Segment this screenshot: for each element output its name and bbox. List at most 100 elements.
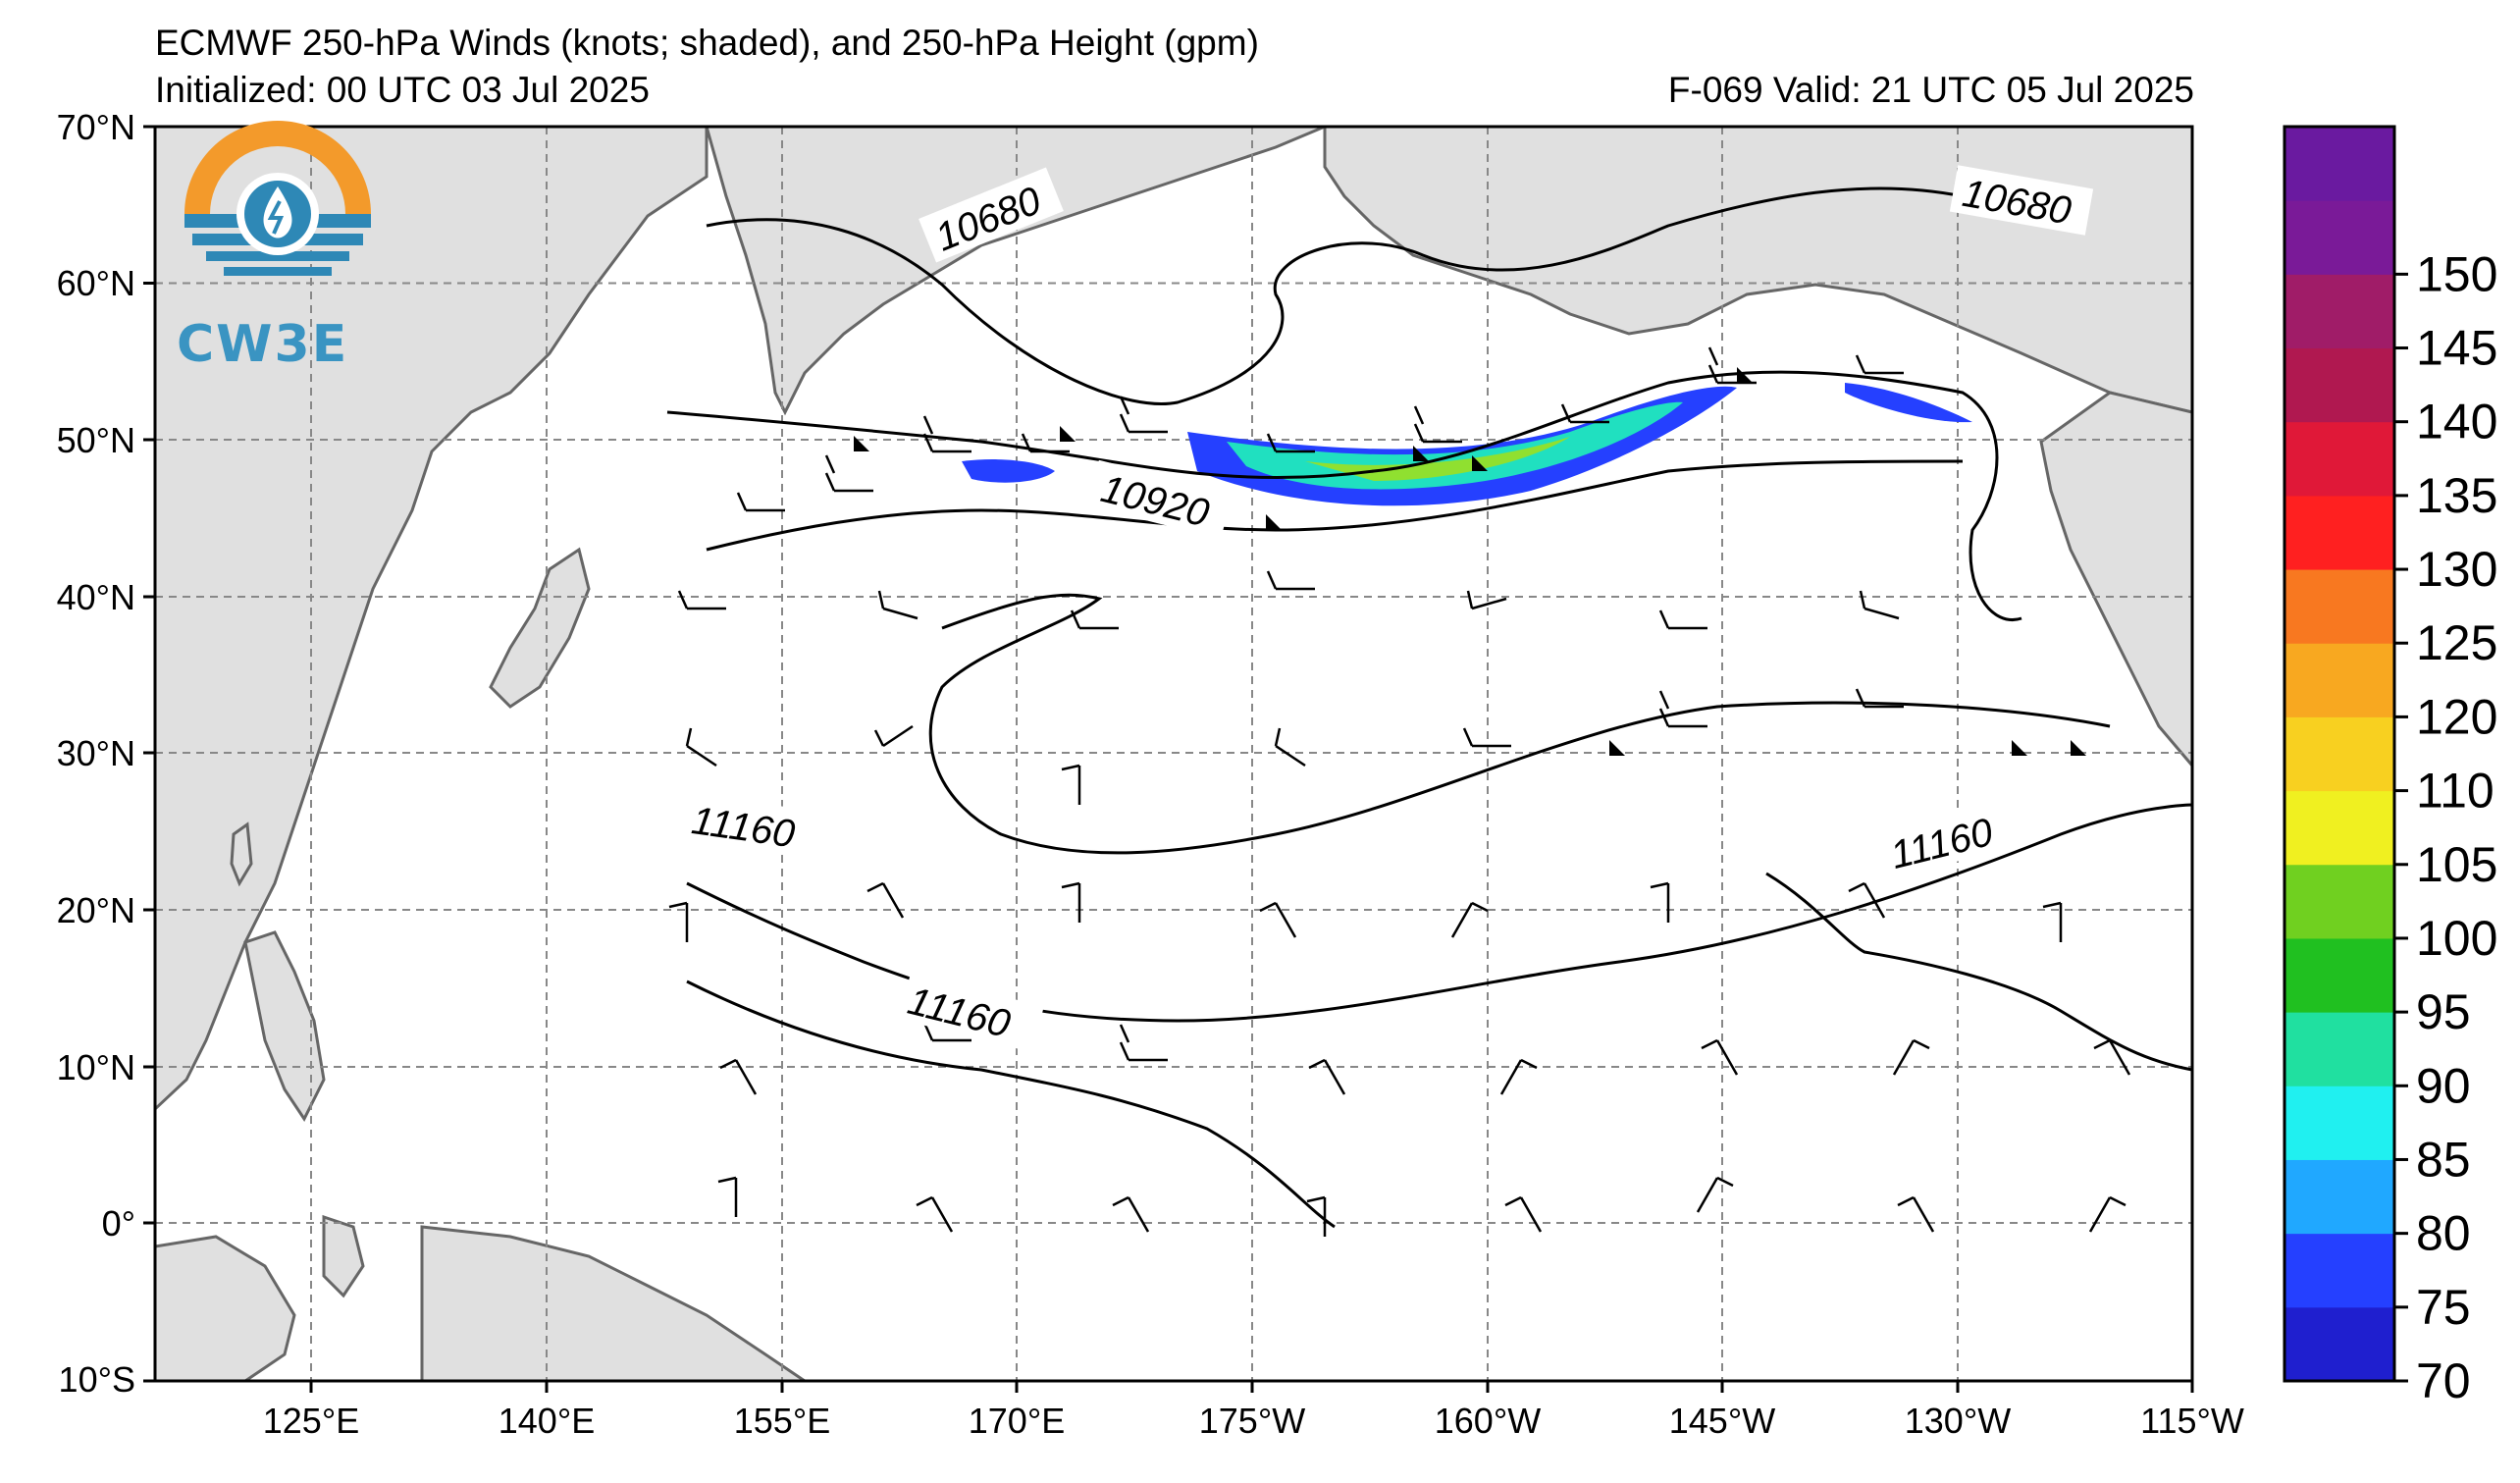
init-time: Initialized: 00 UTC 03 Jul 2025 [155,70,650,110]
lat-label: 60°N [57,263,135,303]
wind-barb [1701,1038,1739,1076]
colorbar-tick-label: 90 [2416,1058,2471,1113]
wind-barb [1859,590,1900,620]
wind-barb [1658,609,1707,630]
wind-pennant [1060,426,1076,442]
japan-land [489,547,591,709]
jet-speck-east [1845,383,1972,423]
contour-10920 [706,459,1964,552]
contour-10800 [666,370,2022,621]
colorbar-tick-label: 105 [2416,837,2497,892]
wind-barb [1848,881,1886,919]
wind-pennants [854,367,2086,756]
lon-label: 125°E [263,1401,359,1441]
wind-barb [1696,1176,1734,1213]
lat-label: 20°N [57,890,135,930]
north-america-land [2039,391,2192,768]
contour-11160 [686,803,2192,1023]
colorbar-frame [2283,125,2396,1383]
russia-east-land [705,127,1326,416]
colorbar-tick-label: 70 [2416,1353,2471,1408]
colorbar-swatches [2284,127,2394,1382]
wind-barb [2042,901,2063,942]
colorbar-tick-label: 120 [2416,689,2497,744]
wind-barb [1061,881,1081,923]
wind-barb [2088,1195,2126,1233]
wind-barb [1855,354,1904,375]
colorbar-tick-label: 80 [2416,1206,2471,1261]
colorbar-swatch [2284,1233,2394,1308]
contour-11160-south [686,980,1336,1229]
philippines-land [243,930,326,1122]
water-drop-icon [263,186,292,238]
lon-label: 170°E [969,1401,1065,1441]
wind-barb [736,492,785,512]
colorbar-tick-label: 100 [2416,911,2497,966]
contour-10680 [706,186,1964,405]
contour-11040 [928,593,2111,855]
sulawesi-land [322,1214,365,1298]
lat-label: 70°N [57,107,135,147]
colorbar-swatch [2284,643,2394,717]
logo-text: CW3E [177,315,348,374]
wind-barb [1112,1195,1150,1233]
wind-pennant [1413,446,1429,461]
lon-label: 130°W [1905,1401,2011,1441]
colorbar-tick-label: 95 [2416,984,2471,1039]
colorbar-swatch [2284,864,2394,939]
logo-ring [184,121,371,214]
wind-pennant [1609,740,1625,756]
wind-pennant [854,436,869,451]
colorbar-swatch [2284,1159,2394,1235]
lat-label: 0° [102,1203,135,1244]
colorbar: 70 75 80 85 90 95 100 105 110 120 125 130 135 140 145 1… [2283,125,2497,1408]
wind-pennant [1266,514,1282,530]
wind-barb [1061,764,1081,805]
jet-peak [1305,437,1570,481]
wind-pennant [1472,455,1488,471]
colorbar-swatch [2284,200,2394,275]
contour-11160-east [1765,872,2192,1072]
map-title: ECMWF 250-hPa Winds (knots; shaded), and… [155,23,1259,63]
wind-barbs [668,346,2131,1237]
wind-barb [1450,901,1489,938]
cw3e-logo: CW3E [177,121,371,374]
colorbar-tick-label: 140 [2416,395,2497,450]
colorbar-tick-label: 135 [2416,468,2497,523]
wind-barb [873,724,914,748]
colorbar-swatch [2284,274,2394,349]
wind-barb [1466,590,1507,610]
colorbar-swatch [2284,421,2394,497]
wind-barb [916,1195,954,1233]
wind-barb [1021,433,1070,453]
wind-barb [1274,727,1306,768]
colorbar-tick-label: 110 [2416,764,2494,819]
wind-barb [1499,1058,1538,1095]
lon-axis: 125°E 140°E 155°E 170°E 175°W 160°W 145°… [263,1381,2244,1441]
wind-barb [1308,1058,1346,1095]
colorbar-swatch [2284,1306,2394,1382]
wind-barb [824,454,873,493]
wind-barb [1892,1038,1930,1076]
colorbar-tick-label: 125 [2416,615,2497,670]
wind-barb [1504,1195,1543,1233]
lon-label: 145°W [1669,1401,1775,1441]
wind-barb [668,901,689,942]
lat-label: 10°S [59,1359,135,1400]
jet-speck-west [962,459,1055,483]
wind-barb [1119,1024,1168,1062]
lat-label: 30°N [57,733,135,773]
wind-barb [719,1058,758,1095]
lon-label: 115°W [2140,1401,2244,1441]
lon-label: 160°W [1435,1401,1541,1441]
colorbar-swatch [2284,347,2394,423]
grid-lines [155,127,2192,1381]
asia-land [155,127,709,1112]
lon-label: 140°E [499,1401,595,1441]
colorbar-ticks: 70 75 80 85 90 95 100 105 110 120 125 130 135 140 145 1… [2394,246,2497,1408]
wind-barb [922,415,971,453]
wind-barb [1560,403,1609,424]
lon-label: 155°E [734,1401,830,1441]
wind-barb [1119,396,1168,434]
colorbar-swatch [2284,937,2394,1013]
